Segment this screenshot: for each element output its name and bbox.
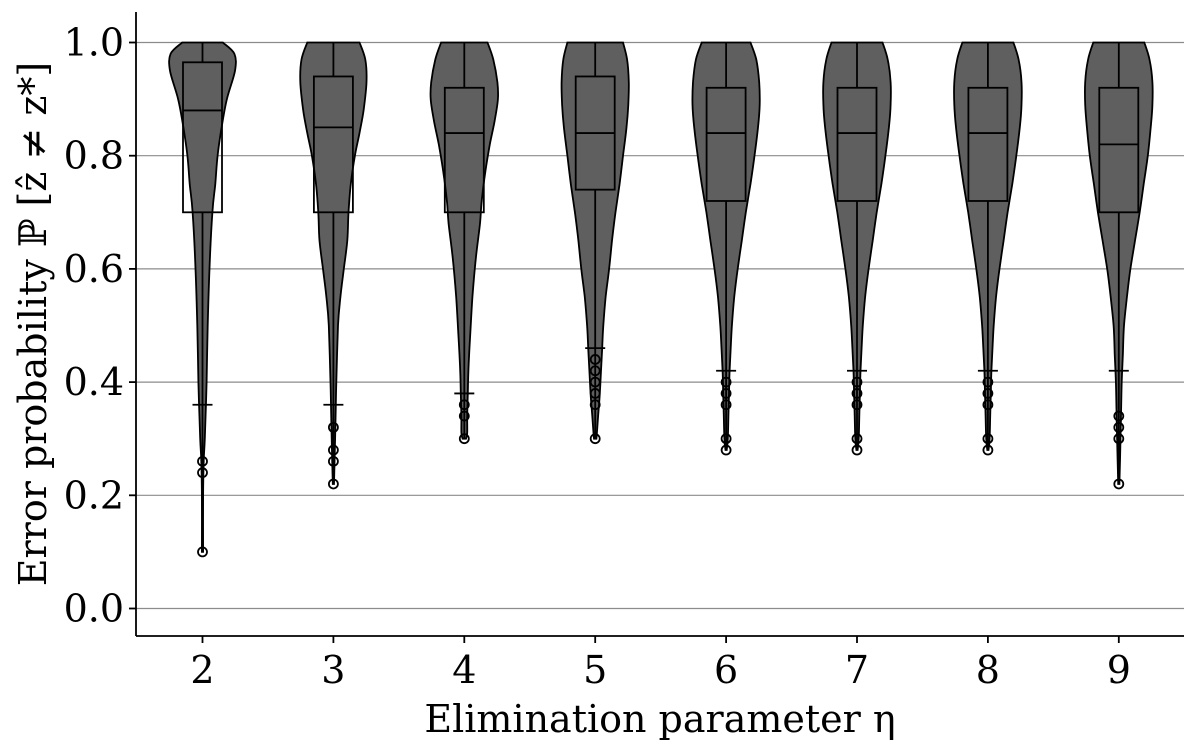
- outlier-point: [327, 444, 339, 456]
- outlier-point: [589, 388, 601, 399]
- violin-group-2: [168, 41, 237, 558]
- outlier-point: [982, 433, 994, 445]
- grid-lines: [136, 41, 1184, 610]
- violin-group-5: [560, 41, 630, 445]
- y-tick-label: 0.0: [64, 587, 124, 631]
- outlier-point: [720, 399, 732, 411]
- outlier-point: [720, 433, 732, 445]
- outlier-point: [720, 376, 732, 388]
- outlier-point: [197, 467, 208, 479]
- outlier-point: [982, 376, 994, 388]
- x-tick-label: 8: [976, 648, 1000, 692]
- outlier-point: [197, 455, 208, 467]
- outlier-point: [982, 444, 994, 456]
- y-tick-label: 1.0: [64, 21, 124, 65]
- violins: [168, 41, 1154, 558]
- outlier-point: [589, 433, 601, 445]
- x-tick-label: 3: [321, 648, 345, 692]
- iqr-box: [836, 86, 878, 202]
- outlier-point: [851, 444, 863, 456]
- x-axis-label: Elimination parameter η: [424, 697, 895, 741]
- outlier-point: [458, 410, 470, 422]
- outlier-point: [982, 388, 994, 399]
- outlier-point: [589, 354, 601, 365]
- x-tick-label: 9: [1107, 648, 1131, 692]
- outlier-point: [982, 399, 994, 411]
- outlier-point: [327, 478, 339, 490]
- outlier-point: [458, 433, 470, 445]
- outlier-point: [720, 444, 732, 456]
- y-axis-label: Error probability ℙ [ẑ ≠ z*]: [11, 62, 55, 587]
- outlier-point: [589, 399, 601, 411]
- x-tick-labels: 2 3 4 5 6 7 8 9: [190, 636, 1131, 692]
- outlier-point: [589, 365, 601, 377]
- x-tick-label: 2: [190, 648, 214, 692]
- violin-group-4: [429, 41, 500, 445]
- outlier-point: [327, 455, 339, 467]
- outlier-point: [1113, 410, 1125, 422]
- y-tick-label: 0.2: [64, 473, 124, 517]
- x-tick-label: 6: [714, 648, 738, 692]
- y-tick-label: 0.8: [64, 134, 124, 178]
- violin-group-7: [822, 41, 892, 456]
- outlier-point: [327, 421, 339, 433]
- violin-group-8: [953, 41, 1023, 456]
- outlier-point: [1113, 421, 1125, 433]
- y-tick-label: 0.4: [64, 360, 124, 404]
- outlier-point: [851, 399, 863, 411]
- outlier-point: [197, 546, 208, 558]
- violin-group-6: [691, 41, 761, 456]
- y-tick-label: 0.6: [64, 247, 124, 291]
- outlier-point: [1113, 478, 1125, 490]
- outlier-point: [589, 376, 601, 388]
- outlier-point: [851, 388, 863, 399]
- axes: [135, 12, 1184, 637]
- violin-group-3: [299, 41, 368, 490]
- iqr-box: [443, 86, 485, 214]
- outlier-point: [851, 376, 863, 388]
- iqr-box: [312, 75, 354, 214]
- outlier-point: [720, 388, 732, 399]
- iqr-box: [1098, 86, 1140, 214]
- x-tick-label: 5: [583, 648, 607, 692]
- outlier-point: [1113, 433, 1125, 445]
- iqr-box: [967, 86, 1009, 202]
- violin-group-9: [1084, 41, 1154, 490]
- outlier-point: [851, 433, 863, 445]
- iqr-box: [182, 61, 223, 214]
- iqr-box: [705, 86, 747, 202]
- y-tick-labels: 0.0 0.2 0.4 0.6 0.8 1.0: [64, 21, 136, 631]
- x-tick-label: 7: [845, 648, 869, 692]
- outlier-point: [458, 399, 470, 411]
- x-tick-label: 4: [452, 648, 476, 692]
